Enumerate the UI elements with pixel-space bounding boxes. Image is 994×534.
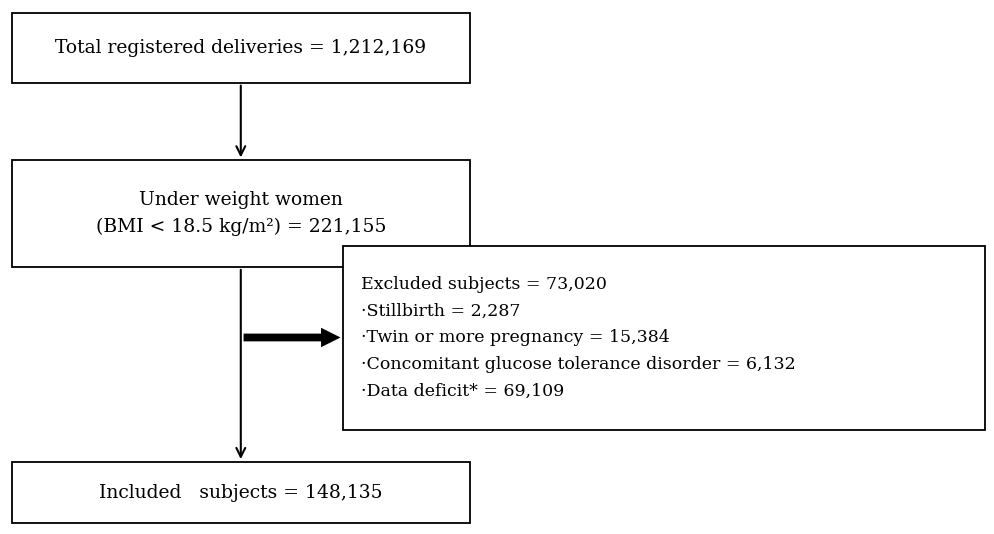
Text: Under weight women
(BMI < 18.5 kg/m²) = 221,155: Under weight women (BMI < 18.5 kg/m²) = … [95,191,386,237]
Text: Included   subjects = 148,135: Included subjects = 148,135 [98,484,383,501]
Bar [343,246,984,430]
Bar [12,462,469,523]
Bar [12,13,469,83]
Text: Excluded subjects = 73,020
·Stillbirth = 2,287
·Twin or more pregnancy = 15,384
: Excluded subjects = 73,020 ·Stillbirth =… [361,276,795,400]
Text: Total registered deliveries = 1,212,169: Total registered deliveries = 1,212,169 [56,39,425,57]
Bar [12,160,469,267]
